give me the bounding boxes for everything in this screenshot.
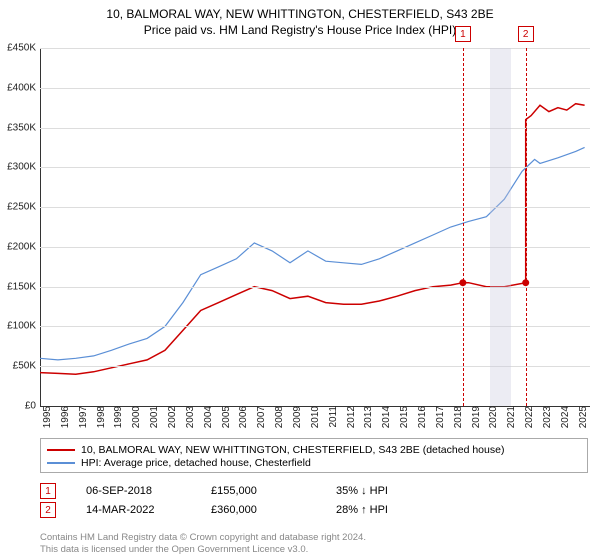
x-tick-label: 2010: [308, 406, 321, 428]
chart-title: 10, BALMORAL WAY, NEW WHITTINGTON, CHEST…: [0, 0, 600, 38]
x-tick-label: 2008: [272, 406, 285, 428]
x-tick-label: 2003: [183, 406, 196, 428]
x-tick-label: 1995: [40, 406, 53, 428]
sale-date: 14-MAR-2022: [86, 504, 181, 516]
x-tick-label: 2021: [504, 406, 517, 428]
attribution-line1: Contains HM Land Registry data © Crown c…: [40, 532, 590, 544]
title-line2: Price paid vs. HM Land Registry's House …: [0, 22, 600, 38]
x-tick-label: 2014: [379, 406, 392, 428]
sale-line: [463, 48, 464, 406]
attribution: Contains HM Land Registry data © Crown c…: [40, 532, 590, 556]
legend-row: HPI: Average price, detached house, Ches…: [47, 457, 581, 469]
y-tick-label: £450K: [7, 43, 40, 54]
x-tick-label: 2022: [522, 406, 535, 428]
price-chart: £0£50K£100K£150K£200K£250K£300K£350K£400…: [40, 48, 590, 407]
x-tick-label: 1997: [76, 406, 89, 428]
sale-marker: 1: [455, 26, 471, 42]
sale-row-marker: 2: [40, 502, 56, 518]
legend: 10, BALMORAL WAY, NEW WHITTINGTON, CHEST…: [40, 438, 588, 473]
x-tick-label: 2019: [469, 406, 482, 428]
x-tick-label: 2016: [415, 406, 428, 428]
legend-label: HPI: Average price, detached house, Ches…: [81, 457, 311, 469]
x-tick-label: 2015: [397, 406, 410, 428]
y-tick-label: £350K: [7, 122, 40, 133]
x-tick-label: 2025: [576, 406, 589, 428]
y-tick-label: £100K: [7, 321, 40, 332]
y-tick-label: £0: [25, 401, 40, 412]
sale-delta: 35% ↓ HPI: [336, 485, 431, 497]
x-tick-label: 1996: [58, 406, 71, 428]
legend-swatch: [47, 462, 75, 464]
sale-delta: 28% ↑ HPI: [336, 504, 431, 516]
x-tick-label: 2017: [433, 406, 446, 428]
y-tick-label: £200K: [7, 241, 40, 252]
x-tick-label: 2011: [326, 406, 339, 428]
y-tick-label: £300K: [7, 162, 40, 173]
x-tick-label: 2004: [201, 406, 214, 428]
y-tick-label: £250K: [7, 202, 40, 213]
sale-line: [526, 48, 527, 406]
sale-row: 1 06-SEP-2018 £155,000 35% ↓ HPI: [40, 483, 590, 499]
x-tick-label: 2009: [290, 406, 303, 428]
x-tick-label: 2023: [540, 406, 553, 428]
sale-price: £360,000: [211, 504, 306, 516]
x-tick-label: 2005: [219, 406, 232, 428]
legend-row: 10, BALMORAL WAY, NEW WHITTINGTON, CHEST…: [47, 444, 581, 456]
x-tick-label: 2000: [129, 406, 142, 428]
legend-swatch: [47, 449, 75, 451]
legend-label: 10, BALMORAL WAY, NEW WHITTINGTON, CHEST…: [81, 444, 504, 456]
sale-marker: 2: [518, 26, 534, 42]
y-tick-label: £400K: [7, 82, 40, 93]
sale-date: 06-SEP-2018: [86, 485, 181, 497]
x-tick-label: 1999: [111, 406, 124, 428]
title-line1: 10, BALMORAL WAY, NEW WHITTINGTON, CHEST…: [0, 6, 600, 22]
x-tick-label: 2024: [558, 406, 571, 428]
x-tick-label: 2002: [165, 406, 178, 428]
x-tick-label: 2013: [361, 406, 374, 428]
x-tick-label: 2007: [254, 406, 267, 428]
sales-table: 1 06-SEP-2018 £155,000 35% ↓ HPI 2 14-MAR-202…: [40, 480, 590, 521]
sale-row-marker: 1: [40, 483, 56, 499]
x-tick-label: 2012: [344, 406, 357, 428]
y-tick-label: £150K: [7, 281, 40, 292]
y-tick-label: £50K: [13, 361, 40, 372]
attribution-line2: This data is licensed under the Open Gov…: [40, 544, 590, 556]
x-tick-label: 2006: [236, 406, 249, 428]
covid-band: [490, 48, 511, 406]
x-tick-label: 1998: [94, 406, 107, 428]
sale-row: 2 14-MAR-2022 £360,000 28% ↑ HPI: [40, 502, 590, 518]
x-tick-label: 2018: [451, 406, 464, 428]
x-tick-label: 2020: [486, 406, 499, 428]
sale-price: £155,000: [211, 485, 306, 497]
x-tick-label: 2001: [147, 406, 160, 428]
